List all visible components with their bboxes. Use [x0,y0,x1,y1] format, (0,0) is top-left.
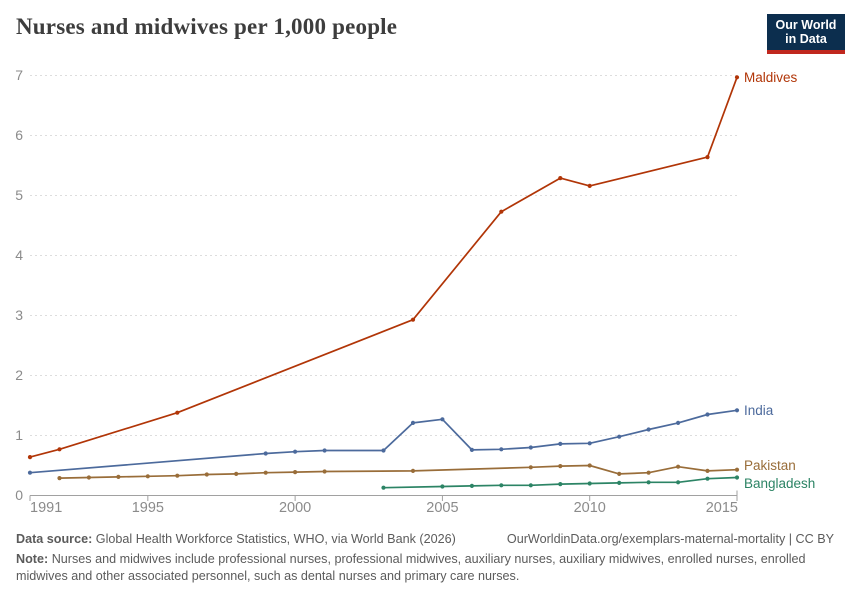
series-point-maldives-1991[interactable] [27,455,33,460]
series-point-india-2007[interactable] [499,447,504,452]
y-tick-label-3: 3 [15,307,23,323]
series-line-pakistan[interactable] [58,464,738,479]
series-point-maldives-2010[interactable] [587,183,592,188]
series-label-pakistan[interactable]: Pakistan [744,458,796,473]
series-point-maldives-1996[interactable] [175,410,180,415]
y-tick-label-5: 5 [15,187,23,203]
series-point-pakistan-1994[interactable] [116,474,121,479]
series-point-pakistan-1997[interactable] [204,472,209,477]
owid-url-link[interactable]: OurWorldinData.org/exemplars-maternal-mo… [506,532,834,546]
series-point-india-1999[interactable] [263,451,268,456]
series-point-india-2006[interactable] [469,447,474,452]
series-point-india-1991[interactable] [27,470,33,475]
note-line: Note: Nurses and midwives include profes… [16,551,834,584]
series-point-india-2008[interactable] [528,445,533,450]
note-label: Note: [16,552,49,567]
data-source-line: Data source: Global Health Workforce Sta… [16,531,456,547]
y-tick-label-4: 4 [15,247,23,263]
series-point-india-2000[interactable] [293,449,298,454]
series-point-bangladesh-2011[interactable] [617,480,622,485]
series-line-bangladesh[interactable] [382,476,738,489]
series-label-bangladesh[interactable]: Bangladesh [744,476,815,491]
series-point-pakistan-2000[interactable] [293,470,298,475]
series-point-bangladesh-2010[interactable] [587,481,592,486]
series-point-maldives-2007[interactable] [499,209,504,214]
series-point-pakistan-2010[interactable] [587,463,592,468]
series-point-india-2009[interactable] [558,441,563,446]
note-text: Nurses and midwives include professional… [16,552,806,583]
series-point-pakistan-1999[interactable] [263,470,268,475]
series-point-pakistan-1992[interactable] [57,476,62,481]
series-point-bangladesh-2007[interactable] [499,483,504,488]
y-tick-label-6: 6 [15,127,23,143]
x-tick-label-2015: 2015 [706,500,738,516]
series-point-maldives-2014[interactable] [705,155,710,160]
series-point-india-2005[interactable] [440,417,445,422]
x-tick-label-2005: 2005 [426,500,458,516]
series-point-pakistan-2009[interactable] [558,464,563,469]
owid-logo-line2: in Data [785,32,827,46]
series-point-india-2003[interactable] [381,448,386,453]
series-point-maldives-1992[interactable] [57,447,62,452]
series-point-bangladesh-2006[interactable] [469,483,474,488]
x-tick-label-1991: 1991 [30,500,62,516]
page-title: Nurses and midwives per 1,000 people [16,14,398,39]
series-line-india[interactable] [29,409,738,474]
series-point-india-2001[interactable] [322,448,327,453]
series-point-pakistan-2011[interactable] [617,471,622,476]
series-point-pakistan-2008[interactable] [528,465,533,470]
series-point-maldives-2015[interactable] [734,75,740,80]
series-point-pakistan-2013[interactable] [676,464,681,469]
y-tick-label-2: 2 [15,367,23,383]
series-point-bangladesh-2013[interactable] [676,480,681,485]
y-tick-label-0: 0 [15,487,23,503]
line-chart-plot-area[interactable]: 0 1 2 3 4 5 6 7 1991 1995 2000 2005 2010 2015 Maldives… [0,0,850,530]
chart-footer: Data source: Global Health Workforce Sta… [16,531,834,584]
data-source-label: Data source: [16,532,93,546]
series-point-pakistan-2004[interactable] [410,468,416,473]
owid-logo[interactable]: Our World in Data [767,14,845,54]
series-point-bangladesh-2005[interactable] [440,484,445,489]
y-tick-label-1: 1 [15,427,23,443]
series-point-india-2010[interactable] [587,441,592,446]
x-tick-label-1995: 1995 [132,500,164,516]
series-point-bangladesh-2008[interactable] [528,483,533,488]
series-point-india-2004[interactable] [410,420,416,425]
series-point-pakistan-1993[interactable] [86,475,91,480]
series-point-pakistan-2015[interactable] [734,467,740,472]
series-point-bangladesh-2012[interactable] [646,480,651,485]
series-point-bangladesh-2009[interactable] [558,482,563,487]
series-point-india-2011[interactable] [617,434,622,439]
series-point-pakistan-1995[interactable] [145,474,150,479]
series-point-india-2012[interactable] [646,427,651,432]
series-point-pakistan-2012[interactable] [646,470,651,475]
series-point-india-2015[interactable] [734,408,740,413]
owid-logo-line1: Our World [775,18,837,32]
series-point-pakistan-1998[interactable] [234,471,239,476]
x-tick-label-2000: 2000 [279,500,311,516]
series-point-bangladesh-2003[interactable] [381,485,386,490]
series-point-maldives-2004[interactable] [410,317,416,322]
series-point-india-2014[interactable] [705,412,710,417]
data-source-text: Global Health Workforce Statistics, WHO,… [95,532,456,546]
series-point-pakistan-2001[interactable] [322,469,327,474]
series-point-bangladesh-2014[interactable] [705,476,710,481]
series-point-pakistan-2014[interactable] [705,468,710,473]
series-line-maldives[interactable] [29,76,738,458]
series-label-maldives[interactable]: Maldives [744,70,798,85]
series-point-bangladesh-2015[interactable] [734,475,740,480]
x-tick-label-2010: 2010 [574,500,606,516]
series-point-india-2013[interactable] [676,420,681,425]
series-point-pakistan-1996[interactable] [175,473,180,478]
y-tick-label-7: 7 [15,67,23,83]
series-point-maldives-2009[interactable] [558,176,563,181]
series-label-india[interactable]: India [744,403,774,418]
